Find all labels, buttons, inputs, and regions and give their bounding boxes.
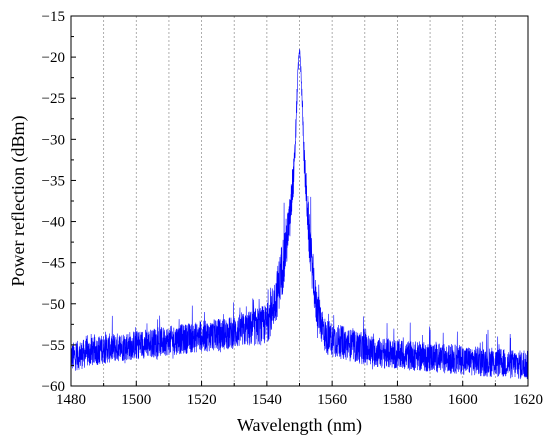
y-tick-label: −60 <box>42 379 65 395</box>
y-tick-label: −30 <box>42 132 65 148</box>
y-axis-label: Power reflection (dBm) <box>8 116 29 287</box>
x-tick-label: 1560 <box>317 392 347 408</box>
y-tick-label: −40 <box>42 215 65 231</box>
x-tick-label: 1480 <box>56 392 86 408</box>
y-axis-ticks: −60 −55 −50 −45 −40 −35 −30 −25 −20 −15 <box>42 9 76 395</box>
x-tick-label: 1520 <box>187 392 217 408</box>
x-axis-label: Wavelength (nm) <box>237 415 362 436</box>
y-tick-label: −45 <box>42 256 65 272</box>
y-tick-label: −50 <box>42 297 65 313</box>
x-tick-label: 1500 <box>121 392 151 408</box>
x-axis-ticks: 1480 1500 1520 1540 1560 1580 1600 1620 <box>56 381 543 408</box>
y-tick-label: −15 <box>42 9 65 25</box>
spectrum-series <box>70 49 529 380</box>
y-tick-label: −20 <box>42 50 65 66</box>
x-tick-label: 1620 <box>513 392 543 408</box>
x-tick-label: 1600 <box>448 392 478 408</box>
y-tick-label: −35 <box>42 173 65 189</box>
grid-lines <box>103 16 496 386</box>
x-tick-label: 1580 <box>382 392 412 408</box>
y-tick-label: −25 <box>42 91 65 107</box>
spectrum-line <box>70 49 529 380</box>
x-tick-label: 1540 <box>252 392 282 408</box>
y-tick-label: −55 <box>42 338 65 354</box>
